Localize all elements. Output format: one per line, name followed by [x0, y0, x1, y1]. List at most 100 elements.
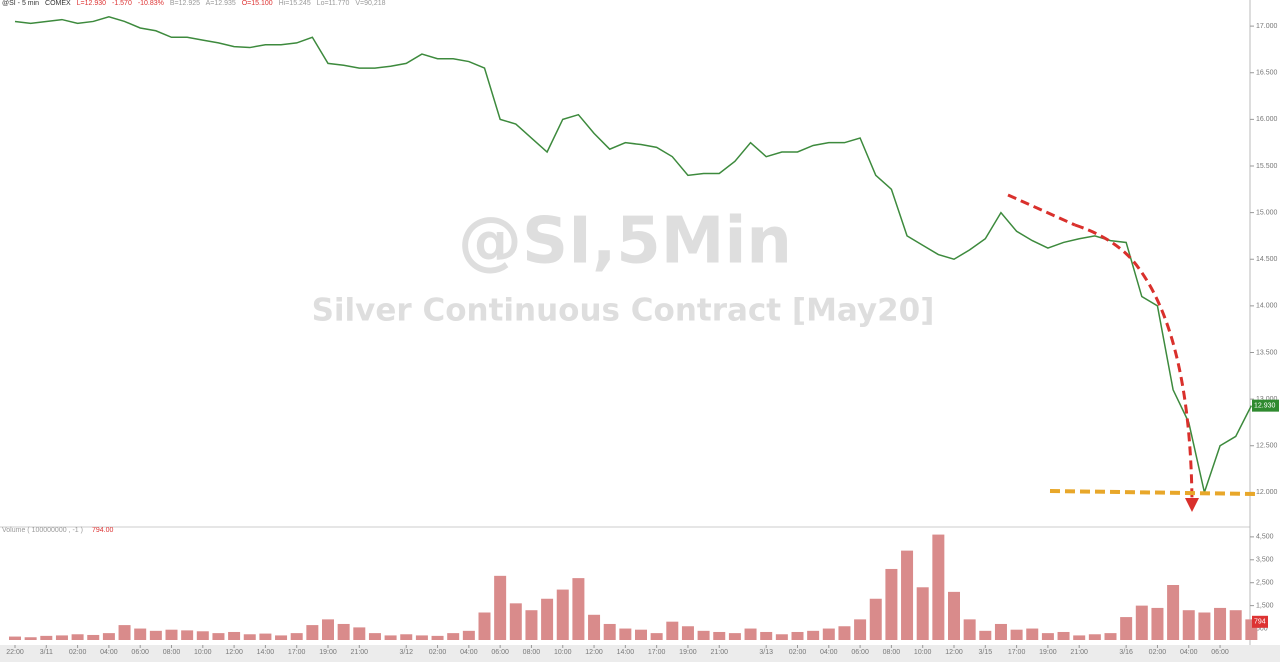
x-tick-label: 06:00 [491, 649, 509, 656]
y2-tick-label: 1,500 [1256, 602, 1274, 609]
volume-bar [1198, 612, 1211, 640]
volume-bar [807, 630, 820, 640]
volume-bar [1057, 631, 1070, 640]
watermark-subtitle: Silver Continuous Contract [May20] [312, 293, 935, 329]
x-tick-label: 21:00 [1070, 649, 1088, 656]
volume-bar [854, 619, 867, 640]
volume-bar [525, 610, 538, 640]
y-tick-label: 12.500 [1256, 443, 1278, 450]
volume-bar [494, 575, 507, 640]
volume-bar [1214, 607, 1227, 640]
volume-label: Volume ( 100000000 , -1 ) [2, 527, 83, 534]
volume-bar [322, 619, 334, 640]
volume-last-value: 794.00 [92, 527, 114, 534]
low: Lo=11.770 [316, 0, 350, 7]
y2-tick-label: 4,500 [1256, 534, 1274, 541]
volume-bar [259, 633, 272, 640]
plot: 12.000 12.500 13.000 13.500 14.000 14.500 15.0… [6, 16, 1279, 656]
volume-bar [728, 633, 741, 640]
x-tick-label: 04:00 [460, 649, 478, 656]
volume-bar [775, 634, 788, 640]
x-tick-label: 06:00 [1211, 649, 1229, 656]
x-tick-label: 02:00 [1149, 649, 1167, 656]
volume-bar [1229, 610, 1242, 640]
y2-tick-label: 3,500 [1256, 557, 1274, 564]
volume-bar [994, 623, 1007, 640]
x-tick-label: 22:00 [6, 649, 24, 656]
volume-bar [885, 568, 898, 640]
volume-bar [744, 628, 757, 640]
x-tick-label: 10:00 [554, 649, 572, 656]
volume-bar [1151, 607, 1164, 640]
volume-bar [40, 635, 53, 640]
price-line [14, 16, 1253, 496]
volume-bar [1073, 635, 1086, 640]
x-tick-label: 17:00 [648, 649, 666, 656]
x-tick-label: 12:00 [945, 649, 963, 656]
last: L=12.930 [76, 0, 107, 7]
volume-bar [87, 634, 100, 640]
exchange: COMEX [45, 0, 71, 7]
volume-bar [71, 634, 84, 640]
trend-arrow [1007, 193, 1076, 227]
last-price-label: 12.930 [1254, 402, 1276, 409]
volume-bar [619, 628, 632, 640]
bid: B=12.925 [169, 0, 201, 7]
volume-bar [102, 633, 115, 640]
y-tick-label: 14.500 [1256, 256, 1278, 263]
y-tick-label: 13.500 [1256, 349, 1278, 356]
volume-bar [681, 626, 694, 640]
x-tick-label: 02:00 [789, 649, 807, 656]
symbol: @SI - 5 min [2, 0, 40, 7]
x-tick-label: 02:00 [429, 649, 447, 656]
arrow-head [1185, 498, 1199, 512]
volume-bar [165, 629, 178, 640]
volume-bar [1041, 633, 1054, 640]
y-tick-label: 16.000 [1256, 116, 1278, 123]
volume-bar [822, 628, 835, 640]
x-tick-label: 17:00 [288, 649, 306, 656]
volume-bar [713, 631, 726, 640]
y2-tick-label: 500 [1256, 625, 1268, 632]
volume-bar [353, 627, 366, 640]
volume-bar [901, 550, 914, 640]
volume-bar [697, 630, 710, 640]
volume-bar [948, 591, 960, 640]
y-tick-label: 13.000 [1256, 396, 1278, 403]
volume-bar [1026, 628, 1039, 640]
volume-bar [791, 631, 804, 640]
volume-bar [228, 631, 241, 640]
y2-tick-label: 2,500 [1256, 580, 1274, 587]
x-tick-label: 04:00 [820, 649, 838, 656]
volume-bar [1010, 629, 1023, 640]
x-tick-label: 08:00 [523, 649, 541, 656]
volume-bar [556, 589, 569, 640]
last-volume-tag [1252, 615, 1268, 628]
volume: V=90,218 [355, 0, 386, 7]
header: @SI - 5 min COMEX L=12.930 -1.570 -10.83… [2, 0, 390, 7]
x-tick-label: 04:00 [100, 649, 118, 656]
volume-bar [1104, 633, 1117, 640]
x-tick-label: 14:00 [257, 649, 275, 656]
x-tick-label: 21:00 [710, 649, 728, 656]
volume-bar [588, 614, 601, 640]
volume-bar [384, 635, 397, 640]
x-tick-label: 19:00 [319, 649, 337, 656]
y-tick-label: 14.000 [1256, 303, 1278, 310]
volume-bar [134, 628, 147, 640]
volume-bar [838, 626, 851, 640]
volume-bar [1135, 605, 1148, 640]
volume-bar [181, 630, 194, 640]
watermark-title: @SI,5Min [458, 205, 792, 279]
volume-bar [635, 629, 647, 640]
y-tick-label: 12.000 [1256, 489, 1278, 496]
last-price-tag [1252, 399, 1279, 412]
volume-bar [916, 587, 929, 640]
open: O=15.100 [241, 0, 273, 7]
x-axis-band [0, 645, 1280, 662]
y-tick-label: 15.500 [1256, 163, 1278, 170]
x-tick-label: 17:00 [1008, 649, 1026, 656]
volume-bar [447, 633, 460, 640]
x-tick-label: 3/15 [978, 649, 992, 656]
